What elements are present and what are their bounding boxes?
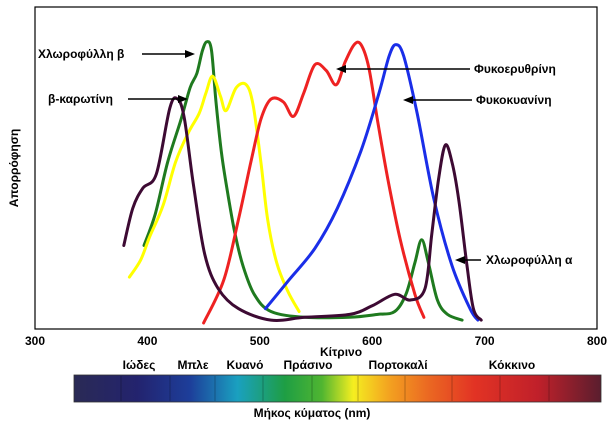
- series-line-phycoerythrin: [202, 40, 426, 325]
- spectrum-band-labels: Ιώδες Μπλε Κυανό Πράσινο Κίτρινο Πορτοκα…: [123, 345, 536, 372]
- x-tick-label: 500: [250, 334, 270, 348]
- series-line-phycocyanin: [263, 43, 480, 322]
- x-tick-label: 700: [475, 334, 495, 348]
- annotation-beta-carotene: β-καρωτίνη: [48, 92, 113, 106]
- annotation-phycocyanin: Φυκοκυανίνη: [476, 93, 552, 107]
- x-axis-label: Μήκος κύματος (nm): [254, 406, 371, 420]
- x-tick-label: 300: [25, 334, 45, 348]
- series-line-chlorophyll-b: [142, 40, 464, 322]
- plot-frame: [34, 6, 598, 330]
- band-label-orange: Πορτοκαλί: [368, 358, 427, 372]
- visible-spectrum-bar: [73, 374, 602, 403]
- band-label-cyan: Κυανό: [226, 358, 263, 372]
- arrowhead-icon: [403, 96, 413, 104]
- x-tick-label: 400: [137, 334, 157, 348]
- annotation-chlorophyll-a: Χλωροφύλλη α: [486, 253, 573, 267]
- x-tick-label: 800: [587, 334, 607, 348]
- annotation-chlorophyll-b: Χλωροφύλλη β: [38, 47, 124, 61]
- annotations: Χλωροφύλλη β β-καρωτίνη Φυκοερυθρίνη Φυκ…: [38, 47, 573, 267]
- annotation-phycoerythrin: Φυκοερυθρίνη: [474, 62, 556, 76]
- arrowhead-icon: [336, 65, 346, 73]
- band-label-blue: Μπλε: [177, 358, 208, 372]
- series-lines: [122, 40, 483, 325]
- band-label-yellow: Κίτρινο: [320, 345, 362, 359]
- series-line-beta-carotene: [127, 74, 301, 313]
- arrowhead-icon: [455, 256, 465, 264]
- band-label-violet: Ιώδες: [123, 358, 156, 372]
- series-line-chlorophyll-a: [122, 96, 483, 322]
- spectrum-dividers: [120, 376, 550, 401]
- band-label-red: Κόκκινο: [489, 358, 535, 372]
- band-label-green: Πράσινο: [283, 358, 332, 372]
- arrowhead-icon: [178, 95, 188, 103]
- y-axis-label: Απορρόφηση: [7, 129, 21, 207]
- x-tick-label: 600: [362, 334, 382, 348]
- x-axis-ticks: 300 400 500 600 700 800: [25, 334, 607, 348]
- arrowhead-icon: [185, 50, 195, 58]
